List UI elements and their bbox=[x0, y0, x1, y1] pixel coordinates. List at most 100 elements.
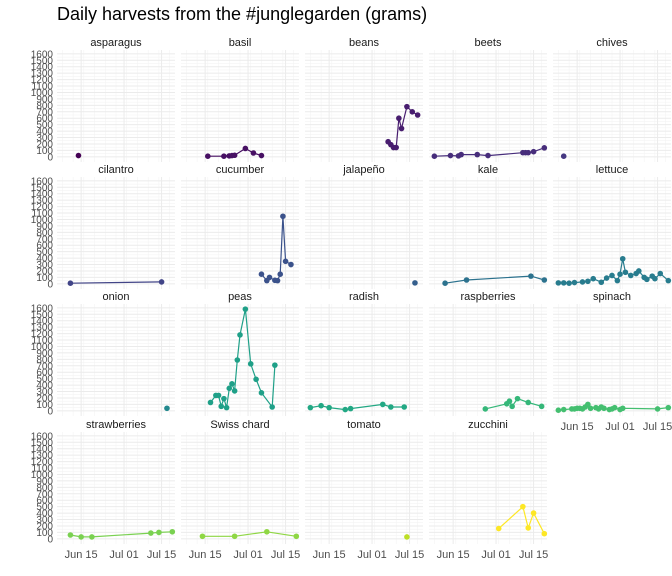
data-point bbox=[525, 149, 532, 156]
y-tick-label: 0 bbox=[47, 279, 53, 290]
y-tick-label: 1200 bbox=[31, 457, 54, 468]
data-point bbox=[277, 271, 284, 277]
data-point bbox=[530, 510, 537, 516]
panel-strip-label: tomato bbox=[347, 419, 381, 431]
data-point bbox=[555, 280, 562, 286]
data-point bbox=[541, 145, 548, 151]
data-point bbox=[598, 279, 605, 286]
data-point bbox=[609, 272, 615, 279]
x-tick-label: Jul 15 bbox=[519, 549, 548, 561]
data-point bbox=[221, 395, 227, 402]
data-point bbox=[78, 534, 84, 540]
data-point bbox=[229, 381, 235, 387]
data-point bbox=[199, 533, 206, 540]
data-point bbox=[164, 405, 170, 412]
y-tick-label: 900 bbox=[36, 476, 53, 487]
x-tick-label: Jul 15 bbox=[395, 549, 424, 561]
panel-strip-label: kale bbox=[478, 164, 498, 176]
data-point bbox=[530, 148, 537, 155]
data-point bbox=[611, 404, 618, 411]
data-point bbox=[603, 275, 610, 281]
series-line-cilantro bbox=[70, 281, 162, 284]
y-tick-label: 500 bbox=[36, 120, 53, 131]
y-tick-label: 1300 bbox=[31, 69, 54, 80]
panel-strip-label: beans bbox=[349, 37, 379, 49]
x-tick-label: Jul 15 bbox=[271, 549, 300, 561]
data-point bbox=[617, 271, 623, 277]
data-point bbox=[401, 404, 408, 410]
y-tick-label: 100 bbox=[36, 146, 53, 157]
y-tick-label: 0 bbox=[47, 534, 53, 545]
panel-strip-label: Swiss chard bbox=[210, 419, 269, 431]
chart-title: Daily harvests from the #junglegarden (g… bbox=[57, 4, 428, 24]
data-point bbox=[258, 152, 265, 159]
y-tick-label: 300 bbox=[36, 515, 53, 526]
data-point bbox=[404, 534, 410, 540]
data-point bbox=[619, 405, 626, 412]
data-point bbox=[654, 406, 661, 412]
y-tick-label: 400 bbox=[36, 509, 53, 520]
data-point bbox=[272, 362, 278, 368]
y-tick-label: 100 bbox=[36, 273, 53, 284]
data-point bbox=[447, 152, 454, 159]
y-tick-label: 1600 bbox=[31, 431, 54, 442]
y-tick-label: 1200 bbox=[31, 202, 54, 213]
panel-strip-label: peas bbox=[228, 291, 252, 303]
y-tick-label: 1600 bbox=[31, 49, 54, 60]
data-point bbox=[231, 152, 238, 159]
y-tick-label: 800 bbox=[36, 101, 53, 112]
y-tick-label: 1200 bbox=[31, 329, 54, 340]
data-point bbox=[398, 125, 405, 132]
y-tick-label: 1000 bbox=[31, 470, 54, 481]
panel-strip-label: basil bbox=[229, 37, 252, 49]
y-tick-label: 1000 bbox=[31, 215, 54, 226]
panel-strip-label: strawberries bbox=[86, 419, 146, 431]
panel-strip-label: onion bbox=[103, 291, 130, 303]
data-point bbox=[619, 255, 626, 262]
y-tick-label: 1300 bbox=[31, 196, 54, 207]
data-point bbox=[250, 150, 257, 156]
x-tick-label: Jun 15 bbox=[561, 421, 594, 433]
data-point bbox=[274, 277, 281, 284]
data-point bbox=[264, 528, 270, 535]
data-point bbox=[342, 406, 349, 413]
panel-strip-label: asparagus bbox=[90, 37, 142, 49]
data-point bbox=[234, 357, 241, 363]
y-tick-label: 1600 bbox=[31, 176, 54, 187]
data-point bbox=[258, 390, 265, 396]
data-point bbox=[541, 530, 548, 537]
data-point bbox=[253, 376, 259, 383]
data-point bbox=[412, 280, 418, 286]
data-point bbox=[218, 403, 225, 410]
data-point bbox=[288, 261, 294, 268]
data-point bbox=[520, 503, 526, 510]
y-tick-label: 100 bbox=[36, 400, 53, 411]
data-point bbox=[231, 533, 238, 540]
y-tick-label: 400 bbox=[36, 381, 53, 392]
x-tick-label: Jun 15 bbox=[65, 549, 98, 561]
data-point bbox=[601, 405, 607, 412]
data-point bbox=[560, 280, 567, 286]
data-point bbox=[396, 115, 402, 122]
y-tick-label: 1400 bbox=[31, 62, 54, 73]
x-tick-label: Jul 15 bbox=[147, 549, 176, 561]
data-point bbox=[379, 401, 386, 408]
y-tick-label: 1100 bbox=[31, 464, 53, 475]
y-tick-label: 700 bbox=[36, 489, 53, 500]
y-tick-label: 100 bbox=[36, 528, 53, 539]
data-point bbox=[223, 404, 230, 411]
data-point bbox=[431, 153, 438, 160]
x-tick-label: Jul 15 bbox=[643, 421, 672, 433]
data-point bbox=[555, 407, 562, 414]
data-point bbox=[587, 405, 594, 412]
data-point bbox=[665, 404, 672, 411]
panel-strip-label: zucchini bbox=[468, 419, 508, 431]
data-point bbox=[67, 532, 74, 538]
y-tick-label: 500 bbox=[36, 374, 53, 385]
data-point bbox=[393, 144, 399, 151]
data-point bbox=[585, 278, 591, 285]
y-tick-label: 400 bbox=[36, 254, 53, 265]
y-tick-label: 900 bbox=[36, 94, 53, 105]
data-point bbox=[414, 112, 421, 118]
y-tick-label: 600 bbox=[36, 114, 53, 125]
